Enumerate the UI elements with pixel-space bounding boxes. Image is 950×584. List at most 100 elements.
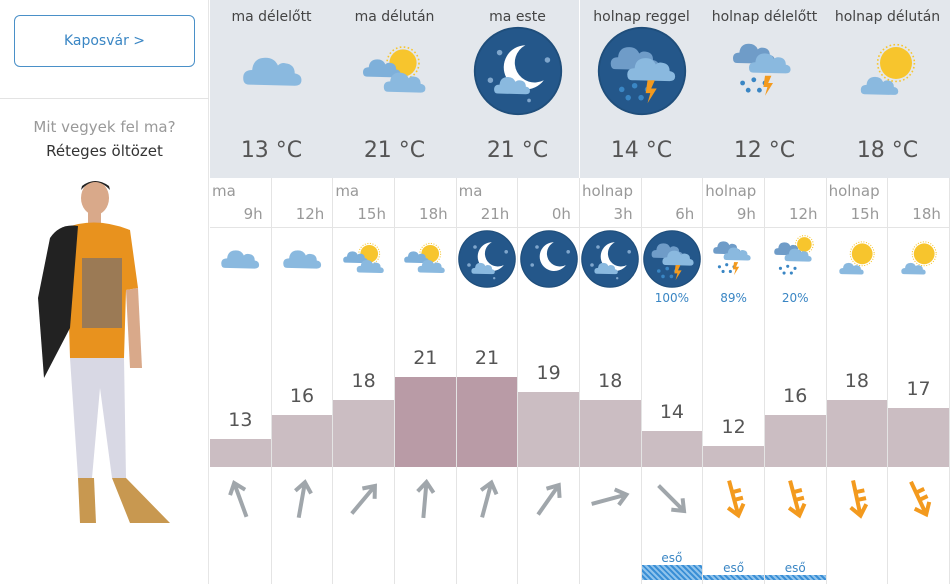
hour-column[interactable]: 0h 19 xyxy=(518,178,580,584)
rain-bar xyxy=(641,565,703,580)
period-temp: 21 °C xyxy=(486,138,549,163)
hour-label: 15h xyxy=(357,205,386,223)
hour-column[interactable]: 12h 16 xyxy=(271,178,334,584)
hour-label: 18h xyxy=(419,205,448,223)
temp-value: 13 xyxy=(228,408,253,431)
period-label: holnap reggel xyxy=(593,9,690,25)
temp-bar xyxy=(456,376,518,467)
precip-chance: 89% xyxy=(720,291,747,305)
temp-value: 18 xyxy=(844,370,869,393)
hour-label: 9h xyxy=(243,205,263,223)
gust-wind-arrow-icon xyxy=(888,476,949,522)
temp-value: 12 xyxy=(721,416,746,439)
hour-label: 9h xyxy=(736,205,756,223)
hour-column[interactable]: 18h 17 xyxy=(888,178,950,584)
period-card[interactable]: ma este 21 °C xyxy=(456,0,579,178)
clothing-model-image xyxy=(38,181,170,523)
hour-column[interactable]: holnap 3h 18 xyxy=(579,178,642,584)
wind-arrow-icon xyxy=(580,476,641,522)
rain-indicator: eső xyxy=(641,551,703,580)
period-card[interactable]: ma délelőtt 13 °C xyxy=(210,0,333,178)
night-storm-icon xyxy=(580,26,703,116)
temp-value: 21 xyxy=(474,346,500,369)
temp-value: 18 xyxy=(351,370,376,393)
clothing-question: Mit vegyek fel ma? xyxy=(33,118,176,136)
partly-sunny-icon xyxy=(394,227,456,289)
rain-storm-icon xyxy=(703,227,764,289)
hour-column[interactable]: ma 9h 13 xyxy=(210,178,272,584)
wind-arrow-icon xyxy=(395,476,456,522)
wind-arrow-icon xyxy=(333,476,394,522)
day-label: ma xyxy=(335,182,360,200)
rain-sun-icon xyxy=(764,227,826,289)
temp-bar xyxy=(394,376,456,467)
divider xyxy=(0,98,209,99)
temp-bar xyxy=(888,407,949,467)
hour-label: 6h xyxy=(675,205,695,223)
hour-label: 21h xyxy=(480,205,510,223)
hour-column[interactable]: holnap 9h 89% eső 12 xyxy=(703,178,765,584)
sun-cloud-icon xyxy=(826,227,888,289)
period-card[interactable]: holnap reggel 14 °C xyxy=(580,0,703,178)
period-label: ma délután xyxy=(354,9,435,25)
rain-bar xyxy=(764,575,826,580)
rain-bar xyxy=(703,575,764,580)
period-card[interactable]: holnap délután 18 °C xyxy=(826,0,949,178)
period-temp: 13 °C xyxy=(240,138,303,163)
period-card[interactable]: ma délután 21 °C xyxy=(333,0,456,178)
clothing-answer: Réteges öltözet xyxy=(46,142,163,160)
hour-column[interactable]: ma 15h 18 xyxy=(333,178,395,584)
precip-chance: 100% xyxy=(654,291,690,305)
hourly-forecast: ma 9h 13 12h 16 ma 15h 18 18h 21 ma 21h xyxy=(210,178,950,584)
hour-label: 12h xyxy=(295,205,325,223)
hour-label: 0h xyxy=(551,205,571,223)
day-label: holnap xyxy=(581,182,634,200)
period-forecast-today: ma délelőtt 13 °C ma délután 21 °C ma es… xyxy=(210,0,579,178)
period-label: ma délelőtt xyxy=(231,9,312,25)
wind-arrow-icon xyxy=(272,476,333,522)
rain-label: eső xyxy=(661,551,683,565)
night-cloudy-icon xyxy=(579,227,641,289)
temp-value: 14 xyxy=(659,400,685,423)
hour-column[interactable]: 12h 20% eső 16 xyxy=(764,178,827,584)
temp-bar xyxy=(518,392,579,467)
day-label: ma xyxy=(212,182,236,200)
period-label: holnap délután xyxy=(834,9,941,25)
cloudy-icon xyxy=(210,227,271,289)
rain-indicator: eső xyxy=(764,561,826,580)
temp-value: 17 xyxy=(906,377,931,400)
temp-value: 21 xyxy=(413,346,438,369)
hour-label: 3h xyxy=(613,205,633,223)
wind-arrow-icon xyxy=(642,476,703,522)
period-card[interactable]: holnap délelőtt 12 °C xyxy=(703,0,826,178)
rain-label: eső xyxy=(723,561,745,575)
precip-chance: 20% xyxy=(781,291,809,305)
gust-wind-arrow-icon xyxy=(765,476,826,522)
hour-column[interactable]: holnap 15h 18 xyxy=(826,178,889,584)
cloudy-icon xyxy=(271,227,333,289)
hour-column[interactable]: 6h 100% eső 14 xyxy=(641,178,704,584)
temp-bar xyxy=(271,415,333,467)
temp-value: 18 xyxy=(598,370,623,393)
hour-column[interactable]: 18h 21 xyxy=(394,178,457,584)
temp-bar xyxy=(579,400,641,467)
day-label: ma xyxy=(458,182,483,200)
period-label: holnap délelőtt xyxy=(711,9,818,25)
rain-label: eső xyxy=(784,561,806,575)
hour-label: 12h xyxy=(788,205,818,223)
period-temp: 18 °C xyxy=(856,138,919,163)
wind-arrow-icon xyxy=(457,476,518,522)
night-clear-icon xyxy=(518,227,579,289)
temp-bar xyxy=(333,400,394,467)
rain-storm-icon xyxy=(703,27,826,115)
period-label: ma este xyxy=(489,9,546,25)
temp-value: 19 xyxy=(536,362,561,385)
location-button[interactable]: Kaposvár > xyxy=(14,15,195,67)
partly-sunny-icon xyxy=(333,227,394,289)
period-temp: 14 °C xyxy=(610,138,673,163)
day-label: holnap xyxy=(705,182,757,200)
temp-bar xyxy=(826,400,888,467)
cloudy-icon xyxy=(210,27,333,115)
temp-value: 16 xyxy=(783,385,808,408)
hour-column[interactable]: ma 21h 21 xyxy=(456,178,519,584)
